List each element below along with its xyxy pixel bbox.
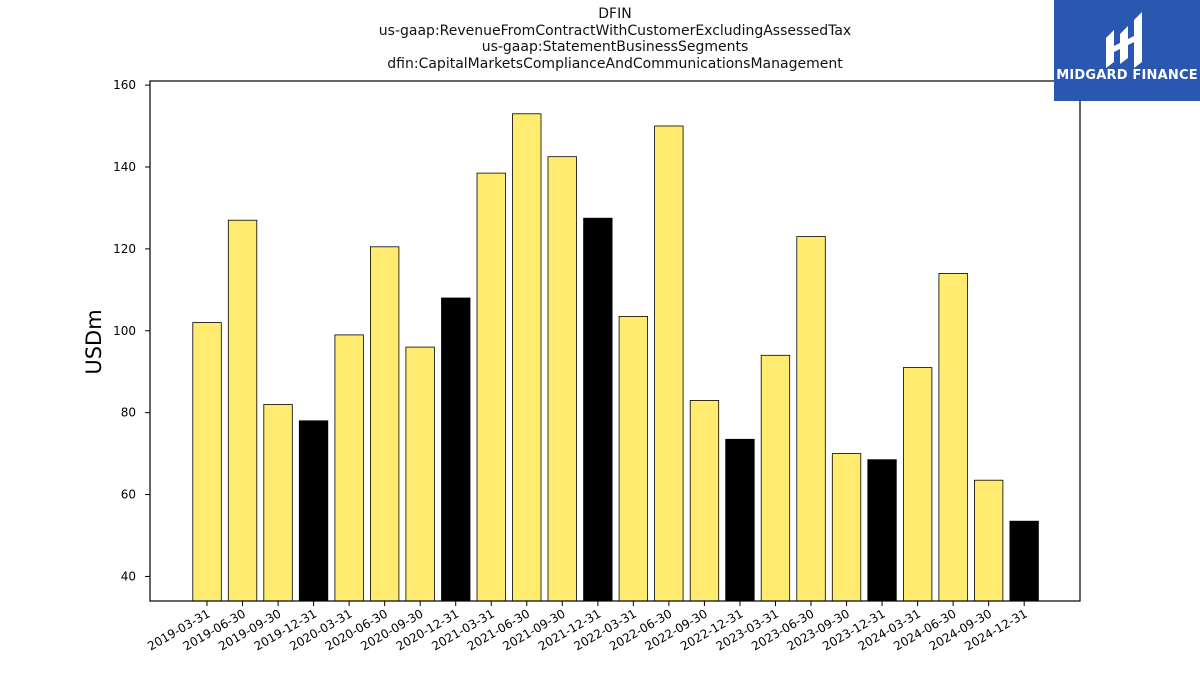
bar-2021-09-30: [547, 156, 577, 602]
bar-2020-09-30: [405, 346, 435, 602]
logo-text: MIDGARD FINANCE: [1056, 68, 1198, 83]
bar-2019-03-31: [192, 322, 222, 602]
bar-2024-06-30: [938, 272, 968, 602]
bar-2021-03-31: [476, 172, 506, 602]
bar-2024-12-31: [1009, 520, 1039, 602]
bar-2024-09-30: [974, 479, 1004, 602]
bar-2019-12-31: [298, 420, 329, 602]
bar-2022-06-30: [654, 125, 684, 602]
chart-title-axis: us-gaap:StatementBusinessSegments: [481, 39, 749, 55]
midgard-finance-logo: MIDGARD FINANCE: [1054, 0, 1200, 101]
chart-title-block: DFIN us-gaap:RevenueFromContractWithCust…: [150, 6, 1080, 72]
bar-2019-09-30: [263, 404, 293, 602]
y-tick-label: 60: [121, 488, 136, 502]
y-axis: 40 60 80 100 120 140 160: [113, 78, 150, 583]
y-tick-label: 100: [113, 324, 136, 338]
y-tick-label: 160: [113, 78, 136, 92]
y-tick-label: 120: [113, 242, 136, 256]
bar-2023-03-31: [760, 354, 791, 602]
bar-2024-03-31: [903, 367, 933, 602]
bar-2022-09-30: [689, 399, 720, 602]
bar-2019-06-30: [227, 219, 258, 602]
y-axis-label: USDm: [82, 309, 106, 374]
y-tick-label: 40: [121, 569, 136, 583]
chart-title-concept: us-gaap:RevenueFromContractWithCustomerE…: [378, 22, 852, 39]
y-tick-label: 140: [113, 160, 136, 174]
bar-2022-03-31: [618, 315, 648, 602]
bar-2020-06-30: [369, 246, 400, 602]
y-tick-label: 80: [121, 406, 136, 420]
bar-2023-12-31: [867, 459, 897, 602]
bar-2020-03-31: [334, 334, 364, 602]
plot-frame: [149, 80, 1081, 602]
bar-2022-12-31: [725, 438, 755, 602]
bars-group: [192, 113, 1039, 602]
x-axis: 2019-03-312019-06-302019-09-302019-12-31…: [145, 601, 1030, 653]
bar-2023-09-30: [831, 453, 862, 602]
bar-2020-12-31: [441, 297, 471, 602]
chart-title-member: dfin:CapitalMarketsComplianceAndCommunic…: [387, 55, 843, 72]
chart-title-ticker: DFIN: [598, 6, 632, 22]
bar-2023-06-30: [796, 236, 826, 602]
bar-2021-12-31: [583, 217, 613, 602]
bar-2021-06-30: [512, 113, 542, 602]
midgard-logo-icon: [1106, 12, 1142, 68]
